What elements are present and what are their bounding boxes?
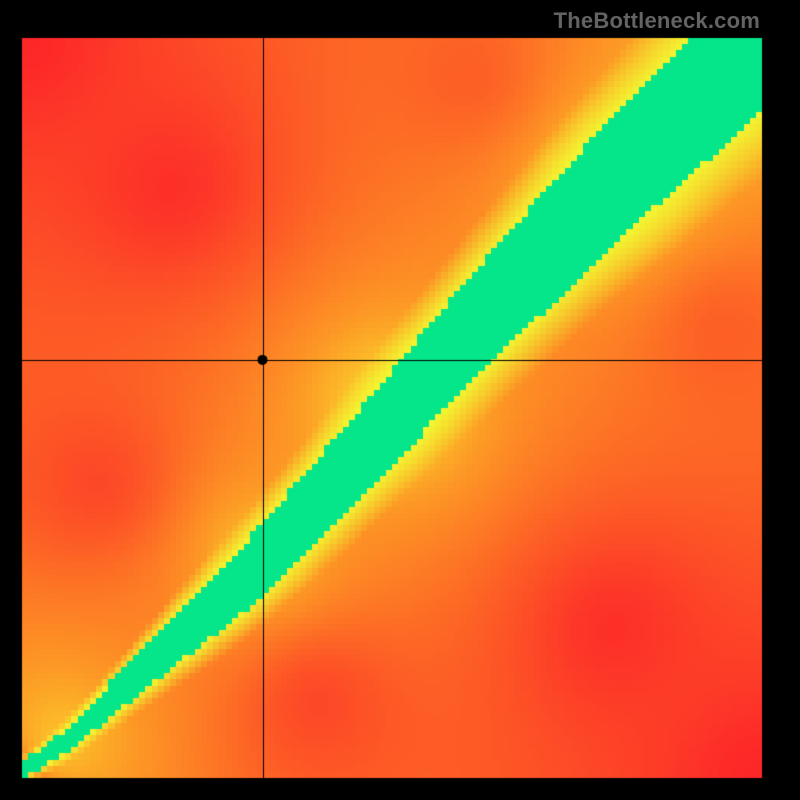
bottleneck-heatmap — [0, 0, 800, 800]
watermark-text: TheBottleneck.com — [554, 8, 760, 34]
